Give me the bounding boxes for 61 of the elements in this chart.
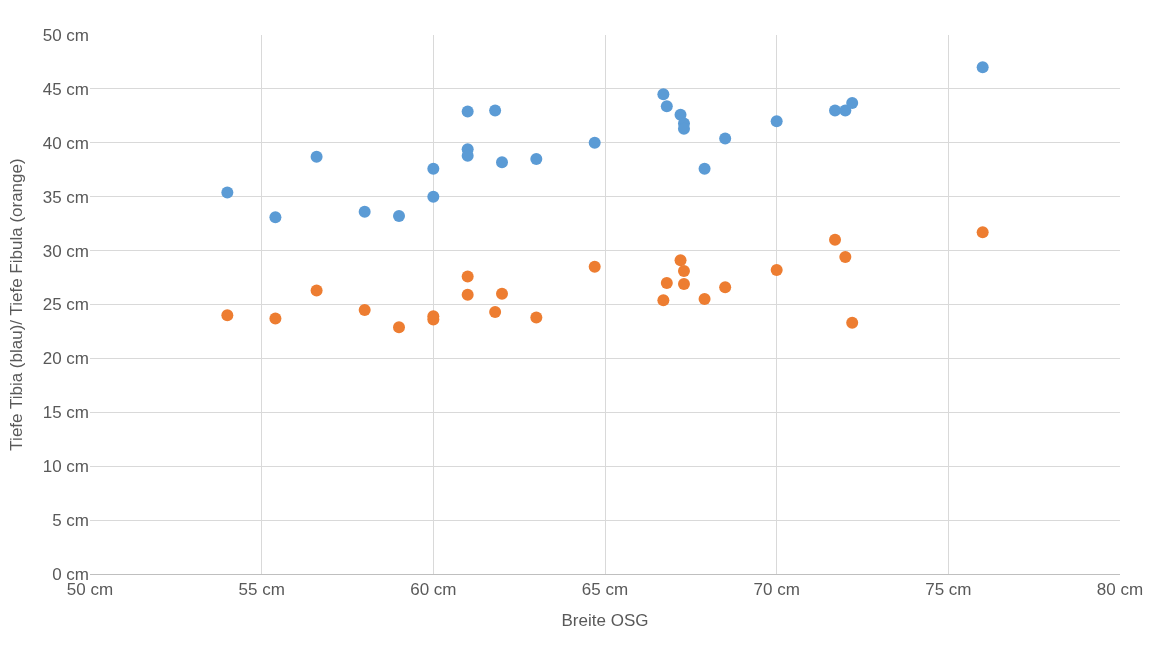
point xyxy=(839,251,852,264)
x-tick-label: 70 cm xyxy=(753,580,800,600)
point xyxy=(677,265,690,278)
y-tick-label: 20 cm xyxy=(42,349,89,369)
point xyxy=(530,152,543,165)
y-tick-label: 35 cm xyxy=(42,187,89,207)
point xyxy=(976,61,989,74)
y-tick-label: 30 cm xyxy=(42,241,89,261)
y-tick-label: 45 cm xyxy=(42,79,89,99)
y-axis-title: Tiefe Tibia (blau)/ Tiefe Fibula (orange) xyxy=(7,158,27,451)
point xyxy=(461,270,474,283)
point xyxy=(660,276,673,289)
point xyxy=(530,311,543,324)
y-tick-label: 50 cm xyxy=(42,25,89,45)
point xyxy=(588,260,601,273)
point xyxy=(719,132,732,145)
point xyxy=(770,264,783,276)
point xyxy=(489,306,502,319)
point xyxy=(657,88,670,101)
point xyxy=(496,287,508,300)
point xyxy=(657,294,670,307)
point xyxy=(489,104,502,117)
point xyxy=(719,281,732,294)
point xyxy=(310,284,323,297)
point xyxy=(698,162,711,175)
x-tick-label: 65 cm xyxy=(581,580,629,600)
x-axis-title: Breite OSG xyxy=(561,610,649,630)
point xyxy=(221,309,234,322)
point xyxy=(393,321,405,334)
point xyxy=(358,303,371,316)
x-tick-label: 60 cm xyxy=(410,580,457,600)
y-tick-label: 5 cm xyxy=(52,511,89,531)
y-tick-label: 25 cm xyxy=(42,295,89,315)
point xyxy=(427,190,440,203)
y-tick-label: 15 cm xyxy=(42,403,89,423)
point xyxy=(427,162,440,175)
point xyxy=(393,210,405,223)
point xyxy=(698,293,711,306)
point xyxy=(358,205,371,218)
point xyxy=(829,233,842,246)
x-tick-label: 55 cm xyxy=(238,580,285,600)
point xyxy=(677,278,690,291)
point xyxy=(461,105,474,118)
point xyxy=(839,104,852,117)
x-tick-label: 75 cm xyxy=(925,580,972,600)
point xyxy=(846,96,859,109)
point xyxy=(269,312,282,325)
point xyxy=(660,100,673,113)
point xyxy=(310,150,323,163)
y-tick-label: 10 cm xyxy=(42,457,89,477)
y-tick-label: 40 cm xyxy=(42,133,89,153)
point xyxy=(496,156,508,169)
point xyxy=(770,115,783,128)
point xyxy=(674,254,687,267)
x-tick-label: 80 cm xyxy=(1096,580,1144,600)
point xyxy=(846,316,859,329)
point xyxy=(588,136,601,149)
point xyxy=(976,226,989,239)
point xyxy=(461,288,474,301)
point xyxy=(269,211,282,224)
point xyxy=(221,186,234,199)
